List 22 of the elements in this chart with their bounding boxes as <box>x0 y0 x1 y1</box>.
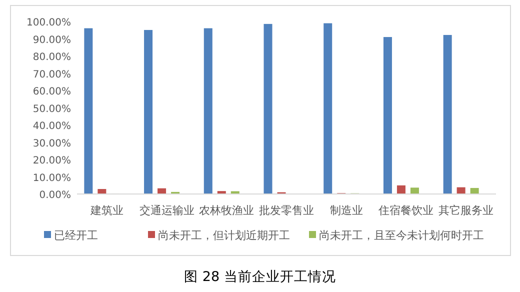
y-tick-label: 0.00% <box>39 190 71 201</box>
y-tick-label: 100.00% <box>26 18 71 29</box>
x-tick-label: 建筑业 <box>89 204 124 217</box>
legend-label: 已经开工 <box>54 229 98 242</box>
y-tick-label: 20.00% <box>32 156 71 167</box>
x-tick-label: 交通运输业 <box>139 204 194 217</box>
y-tick-label: 90.00% <box>32 34 71 46</box>
y-tick-label: 70.00% <box>32 69 71 80</box>
x-tick-label: 制造业 <box>330 204 363 217</box>
legend-label: 尚未开工，但计划近期开工 <box>158 229 290 242</box>
y-tick-label: 40.00% <box>32 121 71 132</box>
legend-label: 尚未开工，且至今未计划何时开工 <box>319 229 484 242</box>
text: 图 28 当前企业开工情况 <box>184 269 336 285</box>
y-tick-label: 80.00% <box>32 52 71 64</box>
x-tick-label: 其它服务业 <box>438 204 494 217</box>
x-tick-label: 住宿餐饮业 <box>378 204 434 217</box>
y-tick-label: 10.00% <box>32 172 71 184</box>
y-tick-label: 30.00% <box>32 138 71 150</box>
y-tick-label: 50.00% <box>32 104 71 115</box>
y-tick-label: 60.00% <box>32 86 71 98</box>
x-tick-label: 批发零售业 <box>259 204 314 217</box>
x-tick-label: 农林牧渔业 <box>199 204 254 217</box>
